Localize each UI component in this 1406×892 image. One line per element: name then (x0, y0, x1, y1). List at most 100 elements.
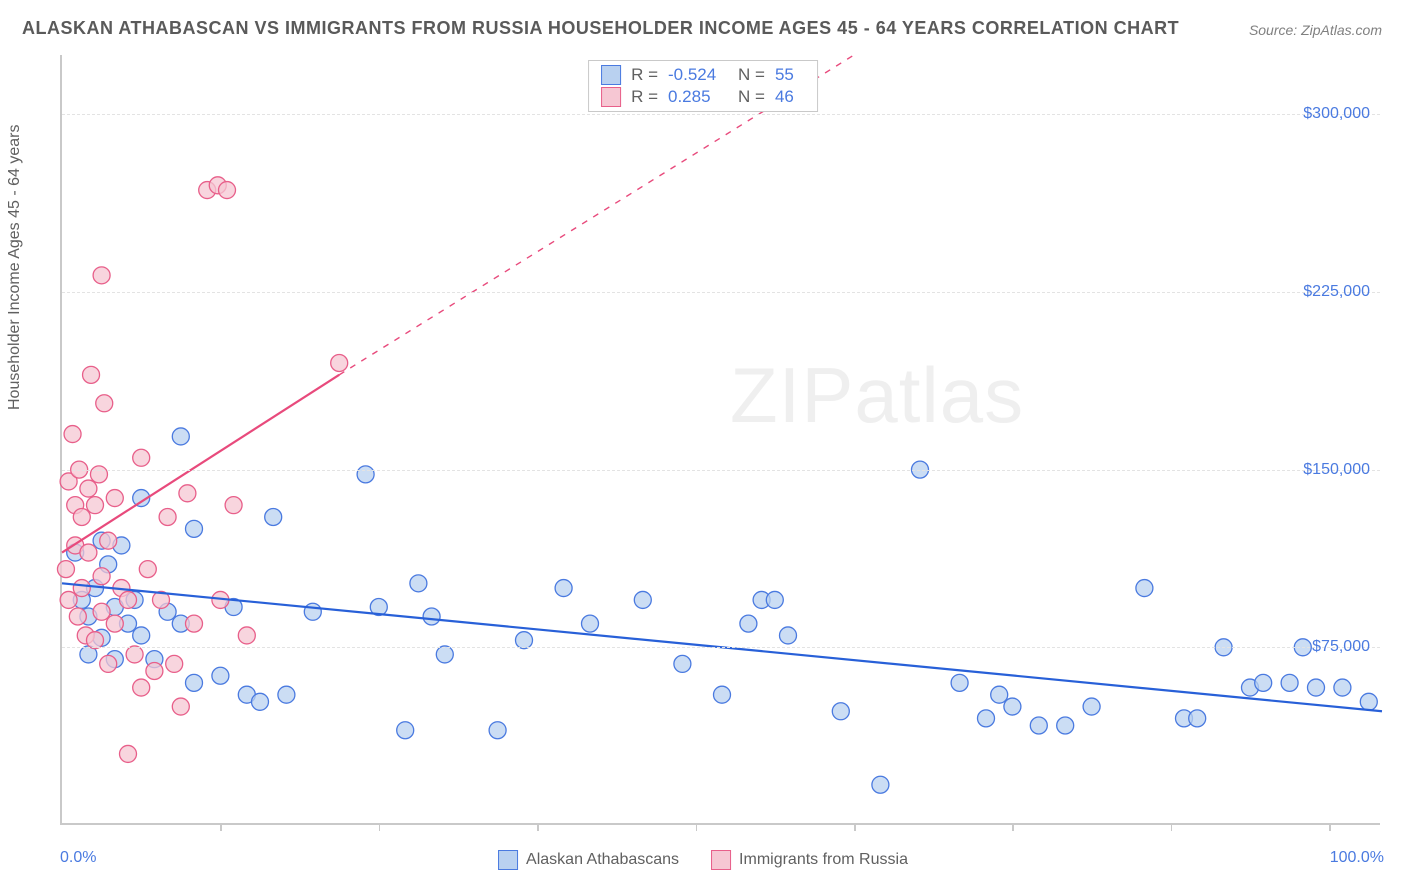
data-point (87, 497, 104, 514)
gridline-h (62, 292, 1380, 293)
data-point (80, 480, 97, 497)
data-point (120, 591, 137, 608)
gridline-h (62, 470, 1380, 471)
data-point (106, 615, 123, 632)
data-point (93, 267, 110, 284)
source-attribution: Source: ZipAtlas.com (1249, 22, 1382, 38)
stat-swatch (601, 87, 621, 107)
data-point (83, 366, 100, 383)
data-point (225, 497, 242, 514)
stat-row: R = 0.285 N = 46 (601, 87, 805, 107)
data-point (146, 663, 163, 680)
data-point (1255, 674, 1272, 691)
x-tick-mark (379, 823, 381, 831)
data-point (516, 632, 533, 649)
data-point (714, 686, 731, 703)
data-point (64, 426, 81, 443)
data-point (126, 646, 143, 663)
data-point (872, 776, 889, 793)
data-point (100, 655, 117, 672)
data-point (252, 693, 269, 710)
data-point (133, 679, 150, 696)
legend-swatch (498, 850, 518, 870)
data-point (1281, 674, 1298, 691)
stat-n-label: N = (738, 87, 765, 107)
stat-r-label: R = (631, 87, 658, 107)
legend-item: Alaskan Athabascans (498, 850, 679, 870)
data-point (172, 698, 189, 715)
data-point (60, 591, 77, 608)
data-point (186, 615, 203, 632)
data-point (1057, 717, 1074, 734)
data-point (489, 722, 506, 739)
data-point (73, 509, 90, 526)
data-point (674, 655, 691, 672)
data-point (1360, 693, 1377, 710)
stat-n-label: N = (738, 65, 765, 85)
data-point (780, 627, 797, 644)
plot-region: $75,000 $150,000 $225,000 $300,000 (60, 55, 1380, 825)
data-point (69, 608, 86, 625)
data-point (90, 466, 107, 483)
data-point (172, 428, 189, 445)
stat-n-value: 46 (775, 87, 805, 107)
x-tick-mark (1012, 823, 1014, 831)
data-point (582, 615, 599, 632)
data-point (100, 532, 117, 549)
data-point (1189, 710, 1206, 727)
data-point (978, 710, 995, 727)
legend: Alaskan Athabascans Immigrants from Russi… (498, 850, 908, 870)
data-point (212, 667, 229, 684)
x-tick-mark (1329, 823, 1331, 831)
data-point (1334, 679, 1351, 696)
data-point (951, 674, 968, 691)
data-point (57, 561, 74, 578)
data-point (106, 490, 123, 507)
data-point (186, 674, 203, 691)
stat-r-label: R = (631, 65, 658, 85)
gridline-h (62, 114, 1380, 115)
data-point (1083, 698, 1100, 715)
gridline-h (62, 647, 1380, 648)
y-tick-label: $75,000 (1300, 638, 1370, 656)
y-tick-label: $150,000 (1291, 461, 1370, 479)
data-point (238, 627, 255, 644)
data-point (133, 449, 150, 466)
x-axis-left-label: 0.0% (60, 849, 96, 867)
x-tick-mark (220, 823, 222, 831)
stat-r-value: -0.524 (668, 65, 728, 85)
x-tick-mark (1171, 823, 1173, 831)
data-point (219, 182, 236, 199)
x-axis-right-label: 100.0% (1330, 849, 1384, 867)
stat-swatch (601, 65, 621, 85)
data-point (740, 615, 757, 632)
data-point (139, 561, 156, 578)
stat-r-value: 0.285 (668, 87, 728, 107)
legend-label: Alaskan Athabascans (526, 851, 679, 869)
data-point (179, 485, 196, 502)
data-point (331, 355, 348, 372)
data-point (357, 466, 374, 483)
stat-n-value: 55 (775, 65, 805, 85)
data-point (133, 627, 150, 644)
data-point (159, 509, 176, 526)
data-point (410, 575, 427, 592)
data-point (186, 520, 203, 537)
data-point (634, 591, 651, 608)
data-point (1030, 717, 1047, 734)
legend-item: Immigrants from Russia (711, 850, 908, 870)
stat-row: R = -0.524 N = 55 (601, 65, 805, 85)
data-point (96, 395, 113, 412)
data-point (73, 580, 90, 597)
y-tick-label: $300,000 (1291, 105, 1370, 123)
y-tick-label: $225,000 (1291, 283, 1370, 301)
x-tick-mark (537, 823, 539, 831)
data-point (832, 703, 849, 720)
data-point (80, 544, 97, 561)
data-point (1308, 679, 1325, 696)
data-point (555, 580, 572, 597)
correlation-stat-box: R = -0.524 N = 55 R = 0.285 N = 46 (588, 60, 818, 112)
x-tick-mark (854, 823, 856, 831)
data-point (93, 603, 110, 620)
data-point (397, 722, 414, 739)
